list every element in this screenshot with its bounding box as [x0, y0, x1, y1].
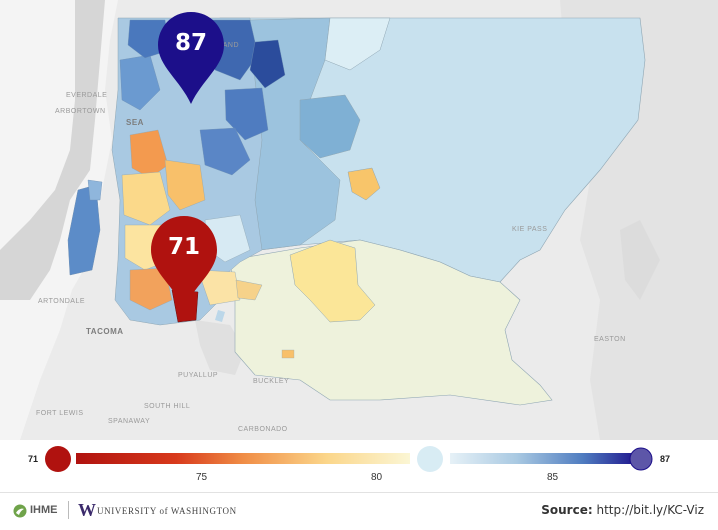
vashon-north	[87, 179, 103, 201]
tract-bellevue	[199, 127, 251, 176]
tract-pale-north	[324, 17, 391, 71]
place-label-tacoma: TACOMA	[86, 327, 124, 336]
legend-tick-75: 75	[196, 472, 208, 483]
place-label-everdale: EVERDALE	[66, 92, 108, 99]
legend-high-marker	[629, 447, 653, 471]
place-label-carbonado: CARBONADO	[238, 426, 288, 433]
place-label-arbortown: ARBORTOWN	[55, 108, 106, 115]
tract-north-dark-3	[224, 87, 269, 141]
lake-tapps	[215, 310, 225, 322]
place-label-spanaway: SPANAWAY	[108, 418, 151, 425]
legend-tick-85: 85	[547, 472, 559, 483]
legend-low-marker	[45, 446, 71, 472]
high-pin-value: 87	[174, 30, 207, 56]
legend-min-label: 71	[28, 454, 39, 464]
place-label-seattle: SEA	[126, 118, 144, 127]
place-label-kie-pass: KIE PASS	[512, 226, 548, 233]
source-label: Source:	[541, 503, 593, 517]
tract-east-orange	[347, 167, 381, 201]
tract-south-seattle-orange	[129, 129, 169, 179]
place-label-puyallup: PUYALLUP	[178, 372, 219, 379]
place-label-south-hill: SOUTH HILL	[144, 403, 191, 410]
tract-auburn-east	[235, 279, 263, 301]
legend-low-ramp	[76, 453, 410, 464]
ihme-logo-icon	[13, 504, 27, 518]
uw-logo-mark: W	[78, 500, 96, 520]
ihme-logo-text: IHME	[30, 504, 58, 516]
place-label-easton: EASTON	[594, 336, 626, 343]
tract-enumclaw	[281, 349, 295, 359]
legend-max-label: 87	[660, 454, 671, 464]
region-southeast-yellow	[289, 239, 376, 323]
life-expectancy-map[interactable]: EVERDALE ARBORTOWN SEA KIRKLAND ARTONDAL…	[0, 0, 718, 440]
footer: IHME W UNIVERSITY of WASHINGTON Source: …	[0, 492, 718, 530]
legend-tick-80: 80	[371, 472, 383, 483]
uw-logo-text: UNIVERSITY of WASHINGTON	[97, 506, 237, 516]
puget-sound-water	[0, 0, 105, 300]
legend-high-ramp	[450, 453, 640, 464]
low-pin-value: 71	[167, 234, 200, 260]
basemap-ridge	[195, 320, 245, 375]
color-legend: 71 75 80 85 87	[0, 440, 718, 490]
tract-mid-blue-2	[299, 94, 361, 159]
tract-north-dark-2	[249, 39, 286, 89]
place-label-buckley: BUCKLEY	[253, 378, 290, 385]
tract-south-orange-2	[164, 159, 206, 211]
footer-divider	[68, 501, 69, 519]
source-credit: Source: http://bit.ly/KC-Viz	[541, 503, 704, 517]
place-label-fort-lewis: FORT LEWIS	[36, 410, 84, 417]
basemap-lake-east	[620, 220, 660, 300]
source-link[interactable]: http://bit.ly/KC-Viz	[596, 503, 704, 517]
place-label-artondale: ARTONDALE	[38, 298, 86, 305]
legend-bar	[45, 446, 653, 472]
legend-mid-marker	[417, 446, 443, 472]
map-canvas	[0, 0, 660, 406]
